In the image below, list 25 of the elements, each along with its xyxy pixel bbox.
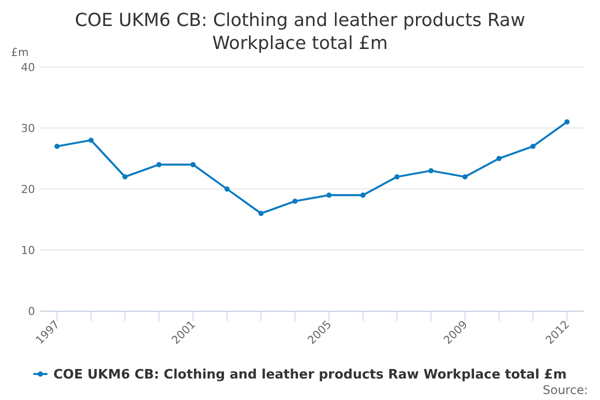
y-axis-title: £m [11, 46, 29, 59]
point [54, 144, 60, 149]
y-tick-label: 30 [21, 122, 35, 135]
point [564, 119, 570, 124]
y-tick-label: 20 [21, 183, 35, 196]
source-note: Source: [542, 383, 588, 397]
point [428, 168, 434, 174]
point [190, 162, 196, 168]
y-tick-label: 10 [21, 244, 35, 257]
point [122, 174, 128, 180]
point [360, 192, 366, 198]
point [462, 174, 468, 180]
y-tick-label: 40 [21, 61, 35, 74]
point [292, 198, 298, 204]
point [258, 210, 264, 216]
legend-label: COE UKM6 CB: Clothing and leather products Raw Workplace total £m [53, 368, 567, 382]
point [156, 162, 162, 168]
point [530, 144, 536, 149]
point [224, 186, 230, 192]
point [496, 156, 502, 162]
point [326, 192, 332, 198]
point [88, 138, 94, 143]
y-tick-label: 0 [28, 305, 35, 318]
chart-title: COE UKM6 CB: Clothing and leather products Raw Workplace total £m [74, 10, 526, 54]
point [394, 174, 400, 180]
